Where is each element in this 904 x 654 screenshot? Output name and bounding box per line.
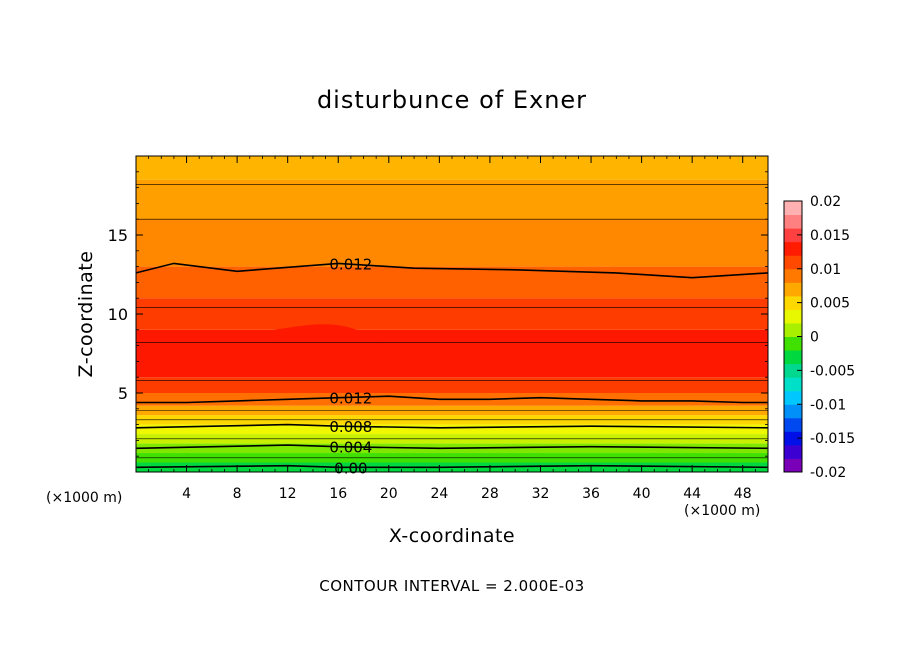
- contour-band: [136, 219, 768, 267]
- colorbar-segment: [784, 377, 802, 392]
- contour-label: 0.012: [329, 390, 372, 408]
- colorbar-tick-label: 0.01: [810, 262, 841, 278]
- contour-lines: [136, 184, 768, 469]
- x-tick-label: 16: [329, 486, 347, 502]
- x-axis-label: X-coordinate: [388, 525, 516, 547]
- contour-labels: 0.012 0.012 0.008 0.004 0.00: [329, 255, 372, 477]
- colorbar-tick-label: -0.01: [810, 397, 846, 413]
- colorbar-segment: [784, 255, 802, 270]
- x-tick-label: 28: [481, 486, 499, 502]
- colorbar-segment: [784, 363, 802, 378]
- contour-interval-label: CONTOUR INTERVAL = 2.000E-03: [319, 577, 585, 595]
- colorbar-segment: [784, 404, 802, 419]
- colorbar-segment: [784, 417, 802, 432]
- contour-line: [136, 423, 768, 429]
- x-tick-label: 24: [430, 486, 448, 502]
- colorbar-segment: [784, 350, 802, 365]
- colorbar: 0.02 0.015 0.01 0.005 0 -0.005 -0.01 -0.015 -0.0…: [783, 194, 855, 481]
- colorbar-tick-label: -0.02: [810, 465, 846, 481]
- colorbar-segment: [784, 214, 802, 229]
- colorbar-segment: [784, 458, 802, 473]
- colorbar-tick-label: 0.015: [810, 228, 850, 244]
- contour-band: [136, 156, 768, 180]
- chart-title: disturbunce of Exner: [316, 86, 588, 114]
- contour-line: [136, 395, 768, 404]
- colorbar-segment: [784, 295, 802, 310]
- contour-band: [136, 179, 768, 220]
- colorbar-tick-label: 0.005: [810, 296, 850, 312]
- x-tick-label: 40: [633, 486, 651, 502]
- colorbar-tick-label: -0.015: [810, 431, 855, 447]
- colorbar-segment: [784, 201, 802, 216]
- x-axis-ticks: 4 8 12 16 20 24 28 32 36 40 44 48: [148, 156, 756, 502]
- y-tick-label: 10: [108, 305, 128, 324]
- colorbar-segment: [784, 228, 802, 243]
- colorbar-segment: [784, 444, 802, 459]
- x-tick-label: 8: [233, 486, 242, 502]
- y-axis-ticks: 5 10 15: [108, 171, 768, 457]
- contour-label: 0.00: [334, 459, 367, 477]
- colorbar-segment: [784, 282, 802, 297]
- contour-band: [136, 266, 768, 299]
- colorbar-segment: [784, 431, 802, 446]
- contour-band: [136, 424, 768, 435]
- x-tick-label: 32: [532, 486, 550, 502]
- contour-line: [136, 262, 768, 279]
- x-unit-label-left: (×1000 m): [46, 490, 123, 506]
- colorbar-tick-label: -0.005: [810, 363, 855, 379]
- colorbar-tick-label: 0.02: [810, 194, 841, 210]
- x-tick-label: 44: [683, 486, 701, 502]
- x-tick-label: 48: [734, 486, 752, 502]
- contour-label: 0.004: [329, 439, 372, 457]
- x-tick-label: 20: [380, 486, 398, 502]
- contour-band: [136, 377, 768, 393]
- contour-label: 0.008: [329, 418, 372, 436]
- colorbar-segment: [784, 268, 802, 283]
- x-unit-label-right: (×1000 m): [684, 503, 761, 519]
- contour-label: 0.012: [329, 255, 372, 273]
- x-tick-label: 36: [582, 486, 600, 502]
- x-tick-label: 12: [279, 486, 297, 502]
- contour-line: [136, 444, 768, 450]
- colorbar-segment: [784, 241, 802, 256]
- colorbar-segment: [784, 309, 802, 324]
- x-tick-label: 4: [182, 486, 191, 502]
- colorbar-segment: [784, 390, 802, 405]
- filled-contour-bands: [136, 156, 768, 472]
- colorbar-segment: [784, 322, 802, 337]
- y-tick-label: 5: [118, 384, 128, 403]
- colorbar-tick-label: 0: [810, 330, 819, 346]
- contour-band: [136, 329, 768, 378]
- contour-band: [136, 298, 768, 330]
- contour-band: [275, 324, 440, 368]
- colorbar-segment: [784, 336, 802, 351]
- y-tick-label: 15: [108, 226, 128, 245]
